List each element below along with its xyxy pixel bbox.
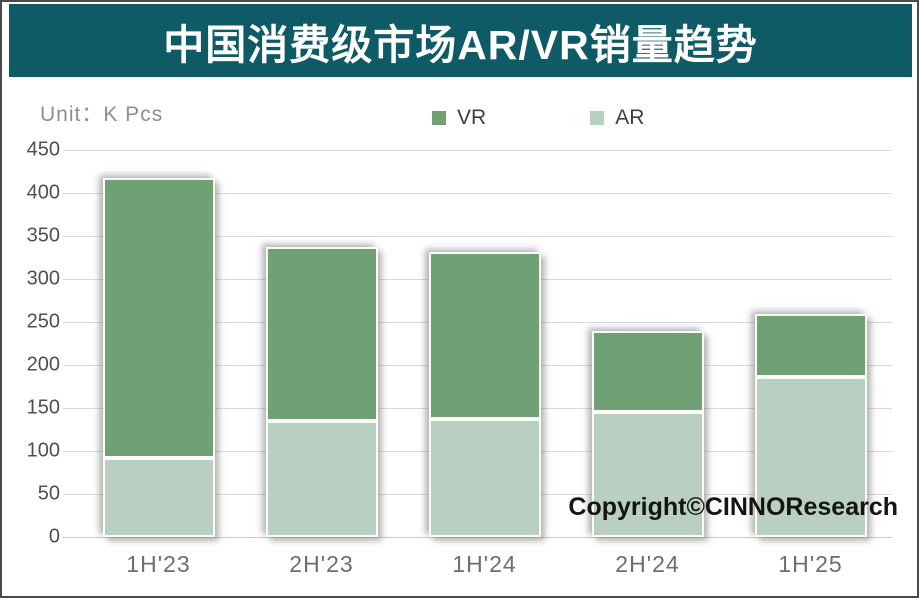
- bar-segment-vr-2H'24: [591, 331, 704, 413]
- x-axis-label-2H'23: 2H'23: [289, 551, 354, 577]
- legend-label-ar: AR: [615, 106, 645, 129]
- bar-segment-ar-1H'25: [754, 377, 867, 537]
- unit-label: Unit：K Pcs: [40, 103, 164, 126]
- y-axis-label-100: 100: [26, 439, 60, 462]
- bar-segment-ar-2H'23: [265, 420, 378, 537]
- bar-group-1H'24: [403, 150, 566, 537]
- bar-group-2H'24: [566, 150, 729, 537]
- gridline-450: [63, 149, 892, 151]
- bar-segment-vr-1H'25: [754, 314, 867, 378]
- chart-title: 中国消费级市场AR/VR销量趋势: [163, 21, 758, 68]
- ar-swatch-icon: [590, 111, 605, 125]
- x-axis-labels: 1H'23 2H'23 1H'24 2H'24 1H'25: [77, 551, 892, 578]
- bar-group-1H'25: [729, 150, 892, 537]
- stacked-bar-2H'23: [265, 247, 378, 537]
- x-axis-label-1H'25: 1H'25: [778, 551, 843, 577]
- y-axis-label-200: 200: [26, 353, 60, 376]
- gridline-400: [63, 192, 892, 194]
- bar-segment-ar-1H'24: [428, 419, 541, 537]
- legend: VR AR: [432, 106, 644, 130]
- bar-group-1H'23: [77, 150, 240, 537]
- x-axis-label-1H'23: 1H'23: [126, 551, 191, 577]
- bar-group-2H'23: [240, 150, 403, 537]
- stacked-bar-1H'24: [428, 251, 541, 537]
- bar-segment-vr-1H'24: [428, 251, 541, 420]
- y-axis-label-300: 300: [26, 267, 60, 290]
- bars-container: [77, 150, 892, 537]
- y-axis-label-0: 0: [48, 525, 60, 548]
- legend-item-ar: AR: [590, 106, 644, 130]
- bar-segment-vr-1H'23: [102, 177, 215, 458]
- y-axis-label-450: 450: [26, 138, 60, 161]
- gridline-350: [63, 235, 892, 237]
- legend-item-vr: VR: [432, 106, 486, 130]
- y-axis-label-250: 250: [26, 310, 60, 333]
- legend-label-vr: VR: [457, 106, 487, 129]
- bar-segment-ar-1H'23: [102, 457, 215, 537]
- y-axis-label-400: 400: [26, 181, 60, 204]
- stacked-bar-2H'24: [591, 331, 704, 537]
- plot-area: 0 50 100 150 200 250 300 350 400 450: [27, 139, 892, 548]
- bar-segment-vr-2H'23: [265, 247, 378, 421]
- y-axis-label-150: 150: [26, 396, 60, 419]
- title-banner: 中国消费级市场AR/VR销量趋势: [9, 4, 912, 77]
- vr-swatch-icon: [432, 111, 446, 125]
- stacked-bar-1H'23: [102, 177, 215, 537]
- y-axis-label-50: 50: [37, 482, 60, 505]
- x-axis-label-1H'24: 1H'24: [452, 551, 517, 577]
- copyright-watermark: Copyright©CINNOResearch: [568, 493, 898, 521]
- stacked-bar-1H'25: [754, 314, 867, 537]
- gridline-0: [63, 536, 892, 538]
- y-axis-label-350: 350: [26, 224, 60, 247]
- x-axis-label-2H'24: 2H'24: [615, 551, 680, 577]
- bar-segment-ar-2H'24: [591, 412, 704, 537]
